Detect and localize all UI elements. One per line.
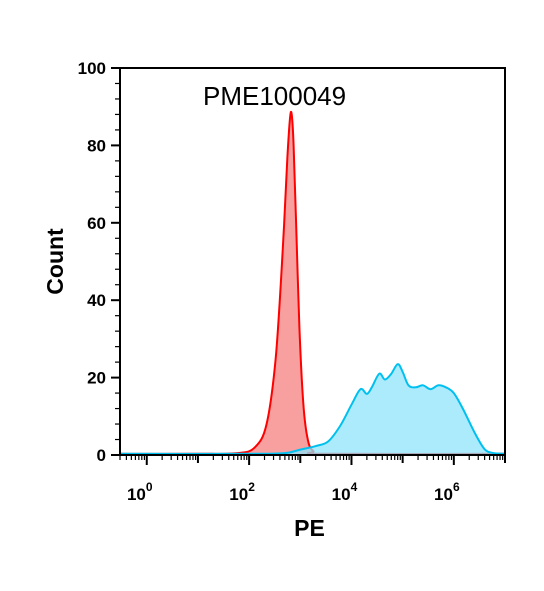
plot-frame	[119, 67, 506, 456]
y-tick-label: 40	[87, 291, 106, 310]
x-axis-title: PE	[294, 515, 325, 541]
series-2-outline	[119, 363, 506, 455]
y-axis-title: Count	[42, 228, 68, 295]
series-layer	[119, 110, 506, 456]
y-tick-label: 100	[78, 59, 106, 78]
y-tick-label: 80	[87, 136, 106, 155]
x-tick-label: 100	[127, 480, 153, 504]
histogram-series-2	[119, 363, 506, 455]
y-tick-label: 20	[87, 369, 106, 388]
chart-title: PME100049	[203, 81, 346, 111]
y-tick-label: 0	[97, 446, 106, 465]
y-tick-label: 60	[87, 214, 106, 233]
x-tick-label: 104	[332, 480, 358, 504]
y-axis: 0 20 40 60 80 100	[78, 59, 120, 465]
series-2-fill	[120, 364, 505, 455]
x-tick-label: 102	[229, 480, 255, 504]
x-axis: 100 102 104 106	[119, 455, 506, 504]
x-tick-label: 106	[434, 480, 460, 504]
